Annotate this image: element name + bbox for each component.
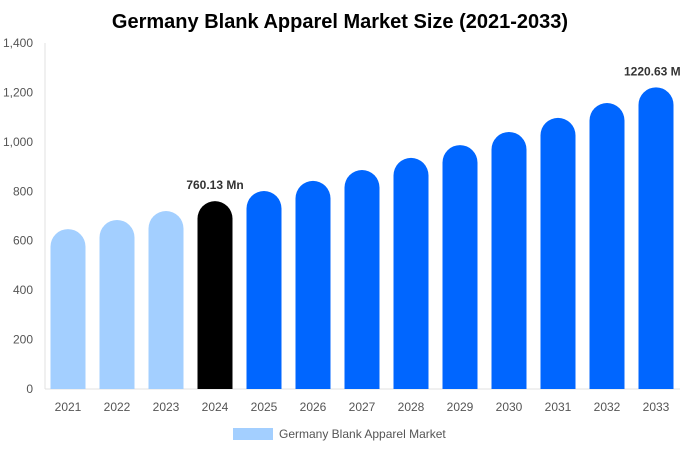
bar-2024[interactable] (197, 201, 233, 389)
x-tick-label: 2031 (545, 400, 572, 414)
x-tick-label: 2030 (496, 400, 523, 414)
x-tick-label: 2024 (202, 400, 229, 414)
x-tick-label: 2029 (447, 400, 474, 414)
data-label: 1220.63 Mn (624, 64, 680, 78)
y-tick-label: 200 (13, 333, 33, 347)
y-tick-label: 0 (26, 382, 33, 396)
bar-2025[interactable] (246, 191, 282, 389)
bar-2028[interactable] (393, 157, 429, 389)
x-tick-label: 2032 (594, 400, 621, 414)
x-tick-label: 2023 (153, 400, 180, 414)
chart-title: Germany Blank Apparel Market Size (2021-… (112, 11, 568, 33)
bar-2032[interactable] (589, 103, 625, 389)
bar-2030[interactable] (491, 131, 527, 389)
y-tick-label: 800 (13, 184, 33, 198)
x-tick-label: 2022 (104, 400, 131, 414)
x-tick-label: 2033 (643, 400, 670, 414)
y-tick-label: 600 (13, 234, 33, 248)
x-tick-label: 2028 (398, 400, 425, 414)
bar-2026[interactable] (295, 180, 331, 389)
x-tick-label: 2027 (349, 400, 376, 414)
y-tick-label: 400 (13, 283, 33, 297)
bar-2029[interactable] (442, 145, 478, 389)
x-tick-label: 2025 (251, 400, 278, 414)
y-tick-label: 1,000 (3, 135, 33, 149)
bar-2031[interactable] (540, 117, 576, 390)
y-tick-label: 1,400 (3, 36, 33, 50)
bar-2022[interactable] (99, 219, 135, 389)
bar-2023[interactable] (148, 211, 184, 389)
bar-2027[interactable] (344, 170, 380, 389)
data-label: 760.13 Mn (186, 178, 243, 192)
x-tick-label: 2026 (300, 400, 327, 414)
y-tick-label: 1,200 (3, 85, 33, 99)
x-tick-label: 2021 (55, 400, 82, 414)
legend-swatch (233, 428, 273, 440)
bar-2021[interactable] (50, 229, 86, 389)
legend[interactable]: Germany Blank Apparel Market (233, 427, 446, 441)
bar-2033[interactable] (638, 87, 674, 389)
legend-label: Germany Blank Apparel Market (279, 427, 446, 441)
